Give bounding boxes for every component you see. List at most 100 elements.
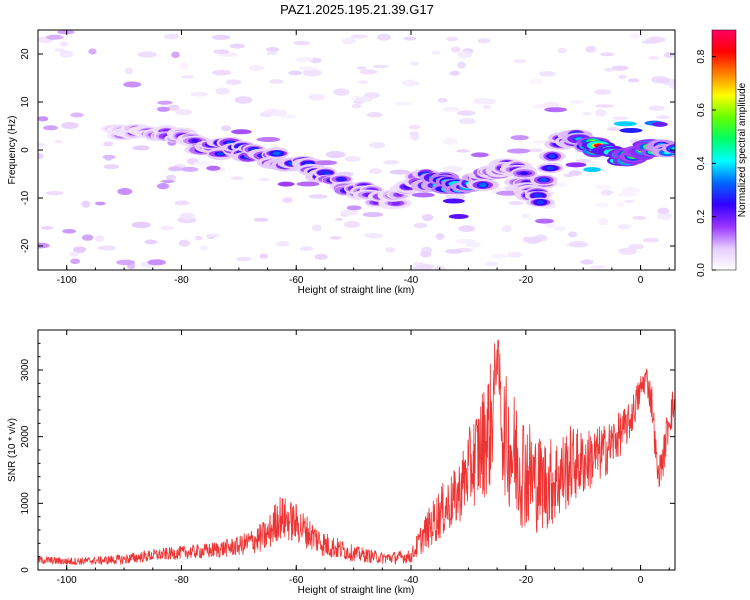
spectrogram-speckle [618, 247, 638, 255]
spectrogram-speckle [314, 253, 328, 260]
snr-series-line [38, 339, 675, 566]
spectrogram-speckle [259, 253, 269, 259]
spectrogram-speckle [554, 226, 567, 231]
spectrogram-speckle [41, 225, 54, 230]
spectrogram-speckle [293, 40, 311, 46]
spectrogram-speckle [115, 259, 136, 266]
spectrogram-speckle [70, 258, 81, 265]
spectrogram-side-blob [506, 148, 531, 154]
spectrogram-speckle [442, 137, 458, 146]
spectrogram-speckle [431, 50, 441, 55]
spectrogram-speckle [144, 239, 158, 245]
spectrogram-side-blob [535, 218, 554, 224]
spectrogram-speckle [624, 199, 635, 204]
spectrogram-x-ticks: -100 -80 -60 -40 -20 0 [57, 30, 670, 286]
spectrogram-speckle [355, 96, 373, 103]
spectrogram-speckle [641, 40, 657, 44]
spectrogram-speckle [617, 192, 637, 198]
spectrogram-speckle [123, 81, 142, 88]
spectrogram-speckle [553, 182, 568, 187]
spectrogram-speckle [271, 109, 288, 117]
spectrogram-x-tick-label: 0 [638, 275, 644, 286]
spectrogram-speckle [648, 105, 665, 111]
spectrogram-speckle [656, 78, 670, 83]
spectrogram-side-blob [362, 212, 384, 218]
spectrogram-speckle [392, 101, 413, 106]
spectrogram-speckle [234, 96, 253, 104]
spectrogram-speckle [369, 141, 386, 149]
spectrogram-speckle [567, 231, 578, 238]
spectrogram-speckle [351, 104, 362, 109]
spectrogram-speckle [38, 116, 49, 122]
spectrogram-speckle [174, 200, 190, 206]
colorbar-ticks: 0.0 0.2 0.4 0.6 0.8 [696, 49, 716, 277]
spectrogram-side-blob [510, 135, 529, 141]
spectrogram-speckle [54, 139, 63, 144]
spectrogram-speckle [435, 233, 445, 240]
spectrogram-speckle [81, 234, 94, 241]
spectrogram-ridge-blob [539, 177, 549, 183]
spectrogram-speckle [385, 247, 396, 253]
spectrogram-side-blob [296, 181, 320, 187]
spectrogram-speckle [180, 75, 195, 79]
spectrogram-speckle [457, 61, 466, 69]
spectrogram-speckle [311, 224, 322, 232]
spectrogram-speckle [178, 239, 191, 247]
spectrogram-speckle [595, 184, 611, 190]
spectrogram-speckle [482, 105, 491, 109]
spectrogram-speckle [213, 49, 230, 54]
spectrogram-speckle [38, 153, 44, 159]
spectrogram-speckle [408, 124, 421, 130]
spectrogram-speckle [171, 51, 180, 59]
spectrogram-speckle [403, 36, 417, 41]
spectrogram-speckle [258, 177, 271, 182]
spectrogram-speckle [372, 64, 390, 69]
spectrogram-speckle [330, 236, 342, 240]
spectrogram-ridge-blob [548, 154, 556, 159]
spectrogram-speckle [59, 41, 68, 47]
spectrogram-y-tick-label: -10 [20, 190, 31, 205]
spectrogram-speckle [442, 106, 460, 112]
spectrogram-side-blob [619, 127, 643, 133]
spectrogram-ridge-blob [320, 170, 330, 175]
snr-y-ticks: 0 1000 2000 3000 [20, 342, 675, 573]
snr-y-tick-label: 3000 [20, 358, 31, 381]
spectrogram-side-blob [565, 162, 587, 168]
spectrogram-speckle [604, 67, 615, 72]
spectrogram-speckle [333, 88, 350, 96]
spectrogram-y-tick-label: -20 [20, 238, 31, 253]
colorbar-tick-label: 0.2 [696, 209, 707, 223]
spectrogram-speckle [508, 201, 524, 206]
spectrogram-speckle [357, 80, 369, 85]
spectrogram-speckle [38, 242, 50, 249]
spectrogram-side-blob [613, 121, 637, 127]
spectrogram-speckle [59, 50, 74, 58]
spectrogram-speckle [43, 125, 58, 131]
spectrogram-speckle [617, 224, 632, 230]
spectrogram-speckle [236, 256, 252, 262]
spectrogram-speckle [612, 116, 629, 120]
spectrogram-ridge-blob [337, 177, 345, 182]
spectrogram-speckle [437, 98, 448, 103]
spectrogram-side-blob [389, 169, 410, 175]
spectrogram-speckle [343, 220, 360, 228]
spectrogram-speckle [302, 69, 322, 77]
spectrogram-speckle [445, 249, 463, 254]
spectrogram-speckle [368, 168, 383, 175]
spectrogram-speckle [364, 232, 384, 239]
spectrogram-side-blob [132, 145, 150, 151]
spectrogram-ridge-blob [520, 171, 528, 175]
snr-marks [38, 339, 675, 566]
spectrogram-speckle [376, 33, 392, 41]
spectrogram-speckle [350, 34, 368, 39]
spectrogram-x-tick-label: -60 [289, 275, 304, 286]
spectrogram-speckle [632, 215, 647, 221]
spectrogram-ridge-blob [272, 151, 281, 156]
spectrogram-ridge-blob [533, 193, 543, 198]
spectrogram-speckle [156, 183, 170, 190]
spectrogram-side-blob [103, 164, 120, 170]
spectrogram-speckle [70, 112, 84, 118]
spectrogram-side-blob [652, 121, 668, 127]
